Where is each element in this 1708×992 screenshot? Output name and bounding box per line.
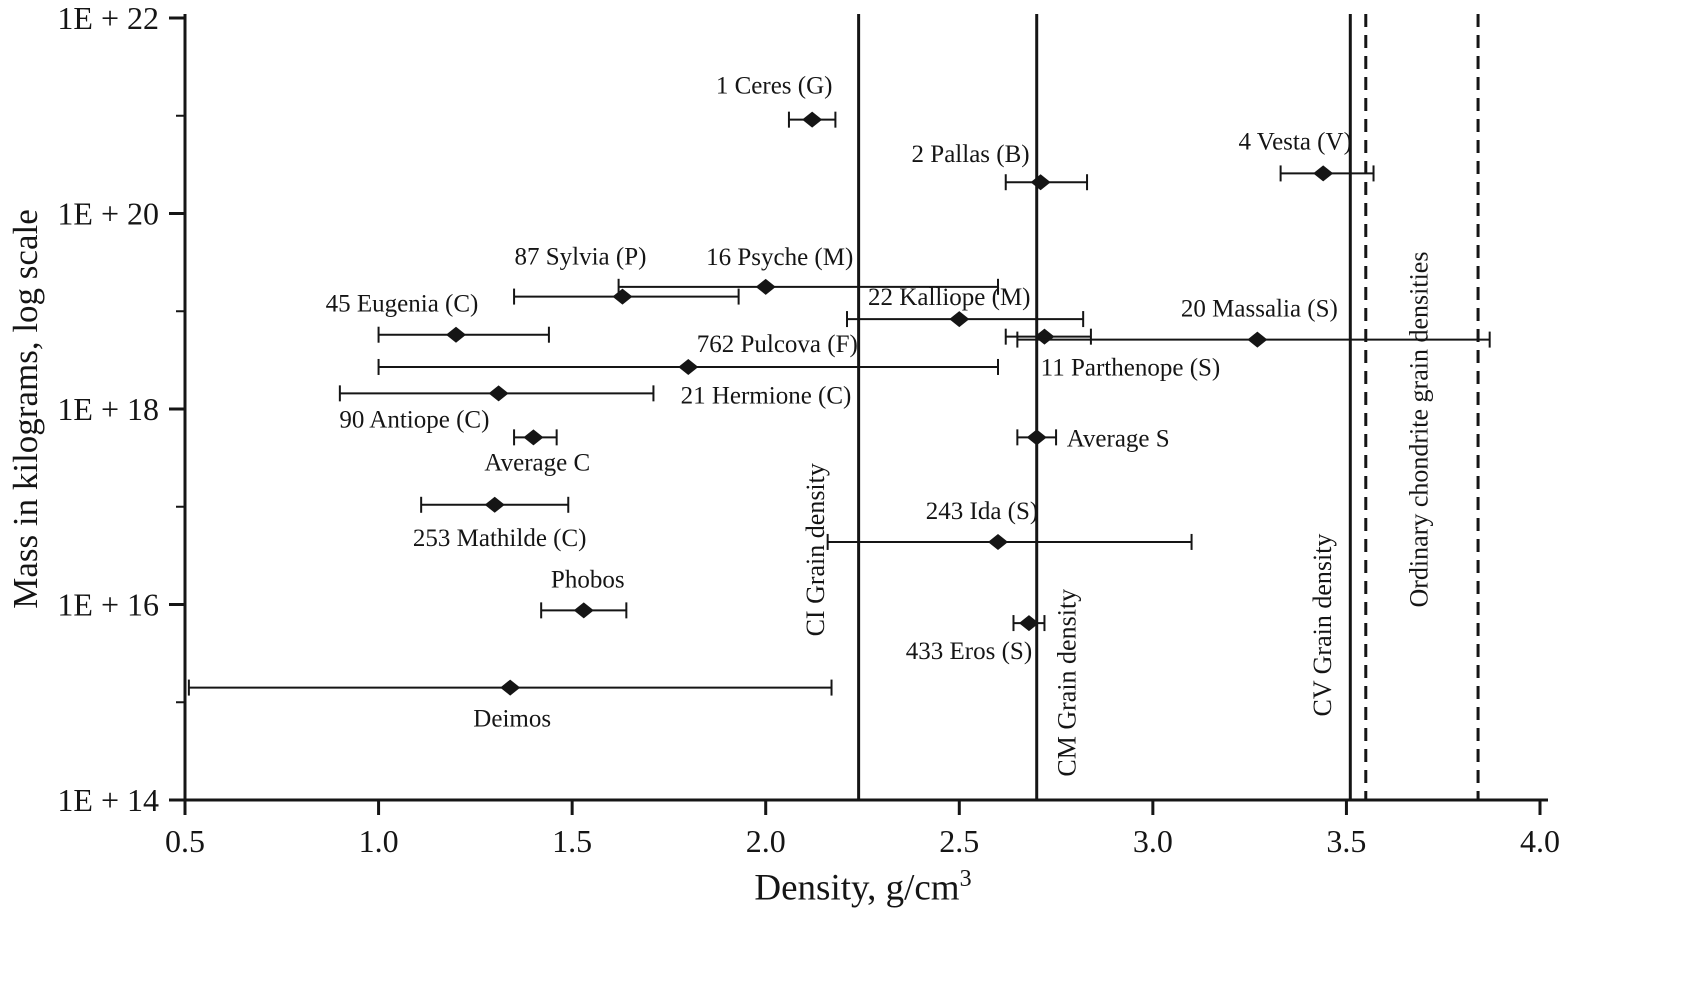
y-tick-label: 1E + 18 (57, 391, 159, 427)
data-point-16-psyche-m: 16 Psyche (M) (617, 244, 999, 295)
data-point-21-hermione-c: 21 Hermione (C) (338, 382, 852, 409)
y-tick-label: 1E + 16 (57, 587, 159, 623)
refline-label-ordinary-chondrite-grain-densities: Ordinary chondrite grain densities (1405, 252, 1434, 608)
point-label: 4 Vesta (V) (1238, 128, 1351, 155)
x-axis-title: Density, g/cm3 (754, 866, 971, 909)
y-tick-label: 1E + 22 (57, 0, 159, 36)
point-label: 16 Psyche (M) (706, 244, 853, 271)
x-tick-label: 1.5 (552, 823, 592, 859)
y-axis-title: Mass in kilograms, log scale (6, 209, 45, 609)
point-label: 243 Ida (S) (926, 498, 1038, 525)
marker-diamond-icon (678, 358, 699, 375)
data-point-762-pulcova-f: 762 Pulcova (F) (377, 331, 999, 375)
point-label: 90 Antiope (C) (339, 406, 489, 433)
point-label: 433 Eros (S) (906, 638, 1032, 665)
point-label: 87 Sylvia (P) (514, 244, 646, 271)
point-label: Deimos (473, 706, 551, 733)
point-label: 762 Pulcova (F) (697, 331, 858, 358)
y-tick-label: 1E + 14 (57, 782, 159, 818)
point-label: 1 Ceres (G) (716, 73, 833, 100)
marker-diamond-icon (488, 385, 509, 402)
marker-diamond-icon (484, 496, 505, 513)
point-label: 20 Massalia (S) (1181, 296, 1338, 323)
data-point-1-ceres-g: 1 Ceres (G) (716, 73, 837, 128)
marker-diamond-icon (573, 602, 594, 619)
annotation-average-c: Average C (484, 450, 590, 477)
data-point-243-ida-s: 243 Ida (S) (826, 498, 1193, 550)
data-point-20-massalia-s: 20 Massalia (S) (1016, 296, 1491, 348)
data-point-2-pallas-b: 2 Pallas (B) (912, 141, 1089, 191)
data-point-phobos: Phobos (540, 566, 628, 619)
marker-diamond-icon (612, 288, 633, 305)
data-point-90-antiope-c: 90 Antiope (C) (339, 406, 558, 446)
marker-diamond-icon (523, 429, 544, 446)
point-label: 45 Eugenia (C) (326, 291, 479, 318)
point-label: 22 Kalliope (M) (868, 284, 1030, 311)
point-label: 253 Mathilde (C) (413, 525, 587, 552)
x-tick-label: 3.5 (1326, 823, 1366, 859)
x-tick-label: 2.5 (939, 823, 979, 859)
y-tick-label: 1E + 20 (57, 196, 159, 232)
marker-diamond-icon (500, 679, 521, 696)
x-tick-label: 1.0 (359, 823, 399, 859)
data-point-433-eros-s: 433 Eros (S) (906, 615, 1046, 665)
marker-diamond-icon (1018, 615, 1039, 632)
data-point-87-sylvia-p: 87 Sylvia (P) (513, 244, 740, 305)
point-label: 21 Hermione (C) (681, 382, 852, 409)
refline-label-cm-grain-density: CM Grain density (1052, 589, 1081, 777)
marker-diamond-icon (446, 326, 466, 343)
data-point-11-parthenope-s: 11 Parthenope (S) (1004, 328, 1221, 382)
marker-diamond-icon (1313, 165, 1334, 182)
point-label: Average S (1067, 425, 1170, 452)
data-point-45-eugenia-c: 45 Eugenia (C) (326, 291, 550, 343)
data-point-deimos: Deimos (187, 679, 833, 733)
data-point-22-kalliope-m: 22 Kalliope (M) (846, 284, 1085, 328)
x-axis-title-superscript: 3 (959, 866, 972, 892)
refline-label-ci-grain-density: CI Grain density (801, 463, 830, 636)
point-label: Phobos (551, 566, 625, 593)
x-tick-label: 0.5 (165, 823, 205, 859)
data-point-253-mathilde-c: 253 Mathilde (C) (413, 496, 587, 552)
marker-diamond-icon (802, 111, 823, 128)
x-tick-label: 4.0 (1520, 823, 1560, 859)
data-point-4-vesta-v: 4 Vesta (V) (1238, 128, 1375, 182)
x-tick-label: 3.0 (1133, 823, 1173, 859)
marker-diamond-icon (1026, 429, 1047, 446)
marker-diamond-icon (1247, 331, 1268, 348)
marker-diamond-icon (949, 311, 970, 328)
marker-diamond-icon (1030, 174, 1051, 191)
point-label: 2 Pallas (B) (912, 141, 1030, 168)
refline-label-cv-grain-density: CV Grain density (1308, 534, 1337, 717)
marker-diamond-icon (1034, 328, 1055, 345)
marker-diamond-icon (755, 278, 776, 295)
data-point-average-s: Average S (1016, 425, 1170, 452)
point-label: 11 Parthenope (S) (1041, 355, 1221, 382)
marker-diamond-icon (988, 533, 1008, 550)
x-axis-title-text: Density, g/cm (754, 867, 960, 909)
x-tick-label: 2.0 (746, 823, 786, 859)
